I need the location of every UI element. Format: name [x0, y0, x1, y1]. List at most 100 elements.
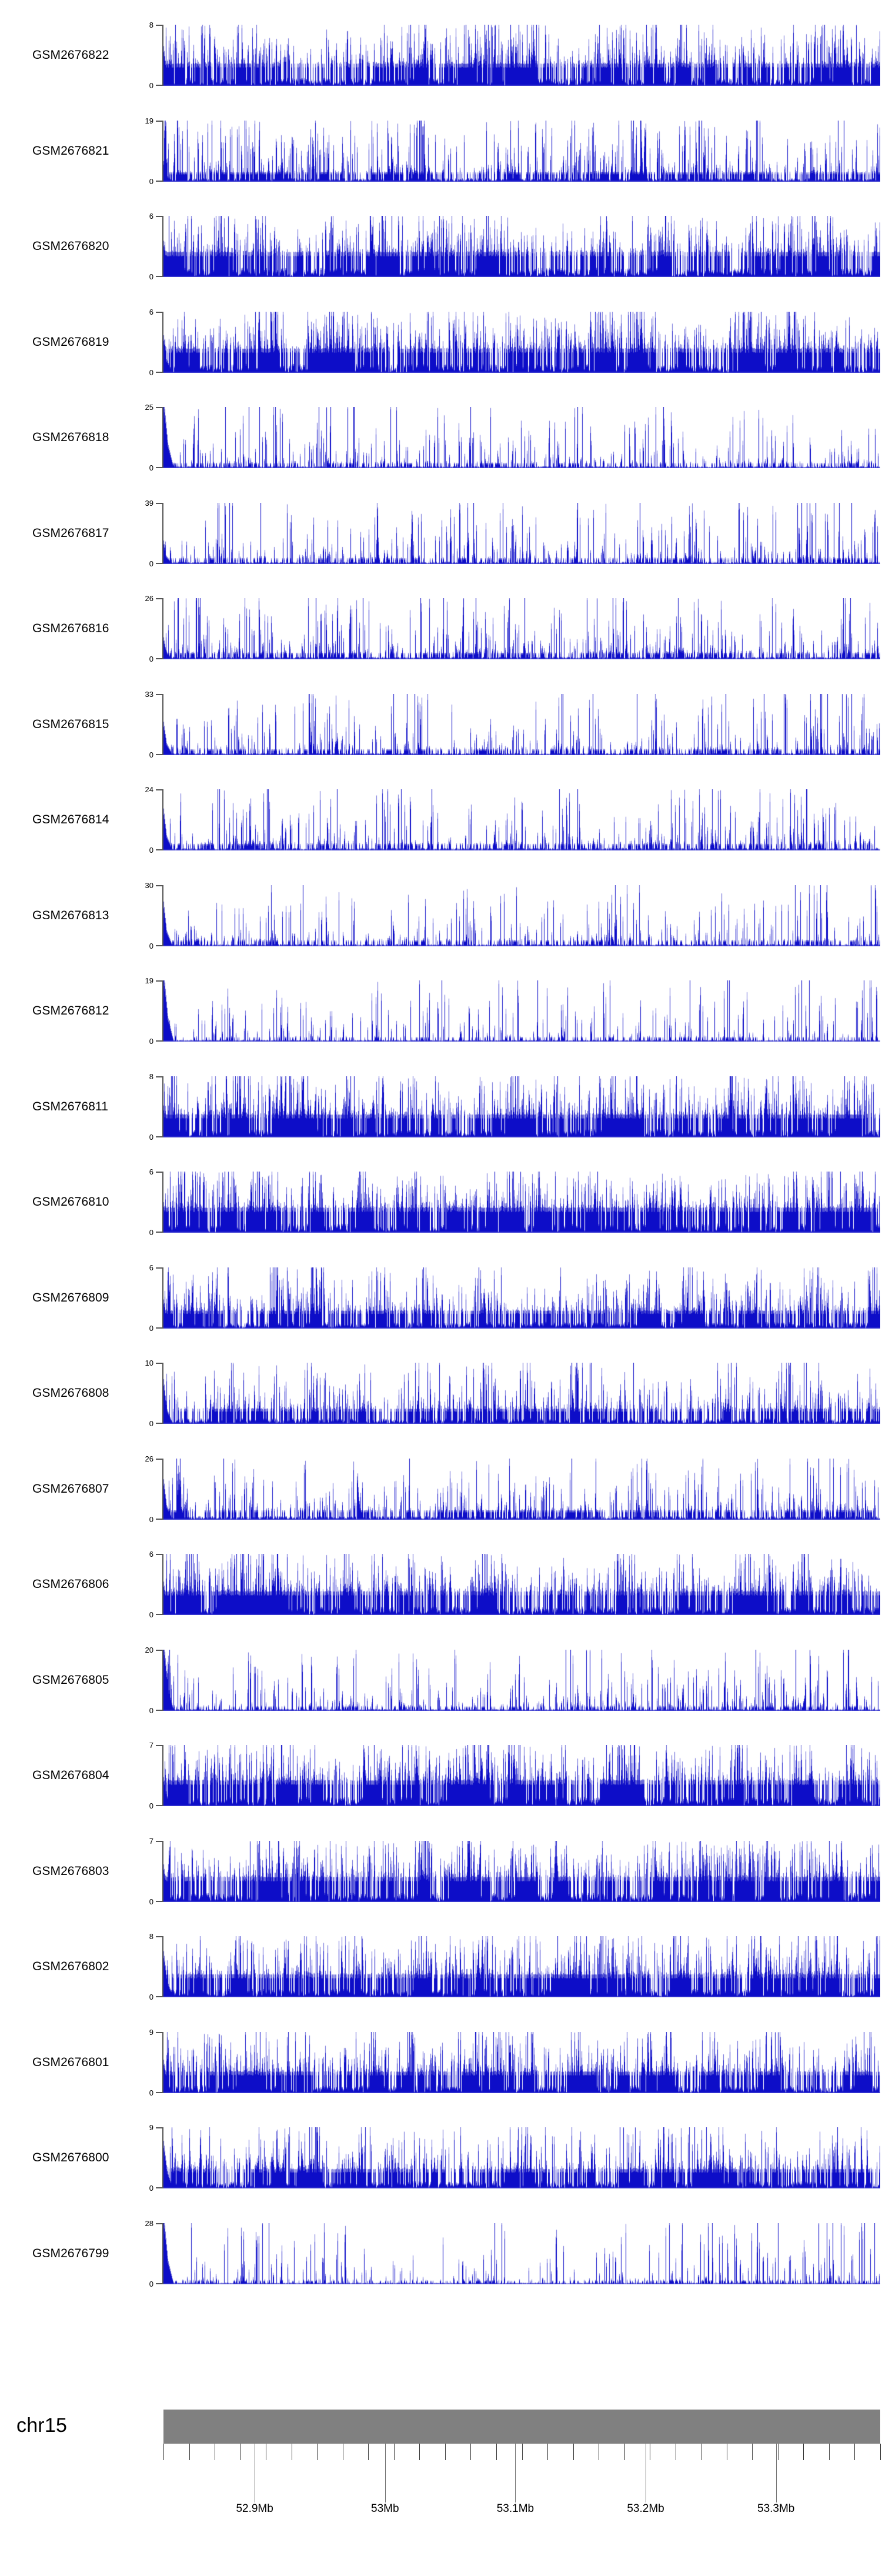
track-plot-area[interactable]	[163, 1554, 880, 1615]
axis-minor-tick	[496, 2444, 497, 2460]
track-plot-area[interactable]	[163, 2127, 880, 2188]
coverage-signal	[163, 25, 880, 86]
track-plot-area[interactable]	[163, 1267, 880, 1329]
y-axis-line	[162, 1267, 163, 1329]
coverage-track: GSM2676801 9 0	[0, 2023, 882, 2103]
coverage-signal	[163, 2127, 880, 2188]
y-axis-zero-label: 0	[149, 1419, 153, 1428]
y-axis-zero-label: 0	[149, 81, 153, 90]
track-plot-area[interactable]	[163, 311, 880, 373]
y-axis-tick-max	[156, 1363, 163, 1364]
y-axis-tick-zero	[156, 658, 163, 659]
track-plot-area[interactable]	[163, 25, 880, 86]
track-sample-label: GSM2676817	[32, 526, 109, 540]
coverage-signal	[163, 789, 880, 850]
axis-minor-tick	[522, 2444, 523, 2460]
y-axis-tick-zero	[156, 276, 163, 277]
coverage-track: GSM2676811 8 0	[0, 1067, 882, 1147]
y-axis-tick-max	[156, 1076, 163, 1077]
track-y-axis: 33 0	[145, 690, 163, 759]
coverage-signal	[163, 1172, 880, 1233]
axis-major-tick	[776, 2444, 777, 2502]
track-plot-area[interactable]	[163, 2031, 880, 2093]
coverage-track: GSM2676810 6 0	[0, 1162, 882, 1242]
track-sample-label: GSM2676810	[32, 1195, 109, 1209]
y-axis-max-label: 24	[145, 785, 153, 794]
track-plot-area[interactable]	[163, 693, 880, 755]
y-axis-line	[162, 120, 163, 182]
track-plot-area[interactable]	[163, 1172, 880, 1233]
y-axis-max-label: 19	[145, 116, 153, 125]
y-axis-max-label: 8	[149, 1932, 153, 1941]
y-axis-zero-label: 0	[149, 1132, 153, 1142]
y-axis-zero-label: 0	[149, 1897, 153, 1906]
y-axis-tick-max	[156, 2127, 163, 2128]
track-plot-area[interactable]	[163, 789, 880, 850]
y-axis-tick-zero	[156, 371, 163, 373]
track-plot-area[interactable]	[163, 1363, 880, 1424]
coverage-signal	[163, 980, 880, 1042]
axis-major-label: 52.9Mb	[236, 2502, 273, 2515]
axis-minor-tick	[828, 2444, 830, 2460]
coverage-signal	[163, 1745, 880, 1806]
coverage-track: GSM2676822 8 0	[0, 15, 882, 95]
y-axis-line	[162, 789, 163, 850]
y-axis-tick-max	[156, 1458, 163, 1460]
track-sample-label: GSM2676802	[32, 1960, 109, 1973]
y-axis-tick-max	[156, 502, 163, 504]
y-axis-max-label: 9	[149, 2123, 153, 2132]
track-plot-area[interactable]	[163, 1649, 880, 1711]
y-axis-tick-max	[156, 1745, 163, 1746]
coverage-signal	[163, 502, 880, 564]
y-axis-line	[162, 216, 163, 277]
y-axis-line	[162, 502, 163, 564]
coverage-signal	[163, 1076, 880, 1137]
y-axis-max-label: 7	[149, 1836, 153, 1846]
axis-minor-tick	[624, 2444, 625, 2460]
coverage-signal	[163, 407, 880, 468]
track-sample-label: GSM2676807	[32, 1481, 109, 1496]
track-plot-area[interactable]	[163, 1936, 880, 1997]
y-axis-max-label: 6	[149, 1550, 153, 1559]
axis-minor-tick	[803, 2444, 804, 2460]
track-plot-area[interactable]	[163, 120, 880, 182]
y-axis-zero-label: 0	[149, 750, 153, 759]
track-plot-area[interactable]	[163, 1840, 880, 1902]
track-sample-label: GSM2676811	[32, 1099, 109, 1113]
track-plot-area[interactable]	[163, 598, 880, 659]
track-sample-label: GSM2676821	[32, 144, 109, 158]
track-plot-area[interactable]	[163, 1745, 880, 1806]
y-axis-zero-label: 0	[149, 2279, 153, 2288]
track-plot-area[interactable]	[163, 216, 880, 277]
track-sample-label: GSM2676814	[32, 813, 109, 826]
coverage-signal	[163, 1458, 880, 1520]
track-plot-area[interactable]	[163, 1076, 880, 1137]
y-axis-zero-label: 0	[149, 1993, 153, 2001]
track-plot-area[interactable]	[163, 407, 880, 468]
y-axis-tick-zero	[156, 1900, 163, 1902]
track-plot-area[interactable]	[163, 2223, 880, 2284]
track-y-axis: 28 0	[145, 2220, 163, 2288]
track-y-axis: 30 0	[145, 882, 163, 950]
track-sample-label: GSM2676822	[32, 48, 109, 62]
coverage-track: GSM2676820 6 0	[0, 206, 882, 286]
coverage-signal	[163, 120, 880, 182]
chromosome-ideogram-bar[interactable]	[163, 2410, 880, 2444]
track-y-axis: 26 0	[145, 1455, 163, 1523]
axis-major-tick	[385, 2444, 386, 2502]
y-axis-line	[162, 1840, 163, 1902]
coverage-track: GSM2676818 25 0	[0, 398, 882, 478]
y-axis-zero-label: 0	[149, 1228, 153, 1237]
coverage-track: GSM2676815 33 0	[0, 685, 882, 765]
y-axis-line	[162, 885, 163, 946]
track-plot-area[interactable]	[163, 502, 880, 564]
track-sample-label: GSM2676803	[32, 1864, 109, 1878]
track-plot-area[interactable]	[163, 885, 880, 946]
y-axis-zero-label: 0	[149, 1801, 153, 1810]
track-plot-area[interactable]	[163, 980, 880, 1042]
y-axis-tick-zero	[156, 467, 163, 468]
track-plot-area[interactable]	[163, 1458, 880, 1520]
y-axis-line	[162, 980, 163, 1042]
